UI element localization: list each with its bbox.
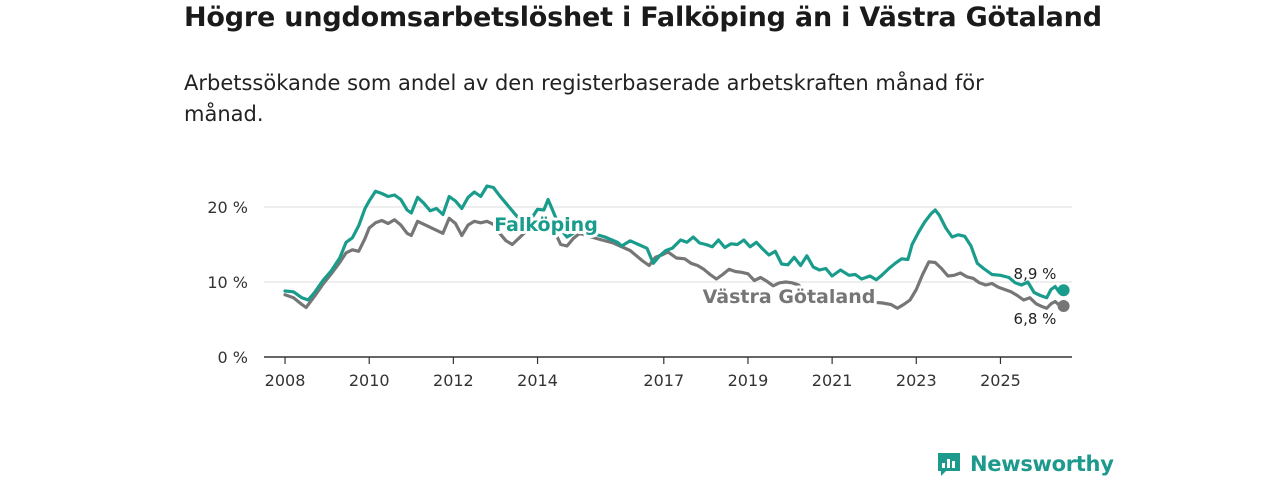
x-tick-label: 2012 bbox=[433, 371, 474, 390]
y-tick-label: 10 % bbox=[207, 273, 248, 292]
newsworthy-icon bbox=[938, 453, 960, 476]
newsworthy-logo: Newsworthy bbox=[936, 448, 1114, 480]
x-tick-label: 2017 bbox=[643, 371, 684, 390]
x-tick-label: 2010 bbox=[349, 371, 390, 390]
x-tick-label: 2023 bbox=[896, 371, 937, 390]
x-tick-label: 2025 bbox=[980, 371, 1021, 390]
series-end-dot bbox=[1057, 300, 1070, 312]
y-tick-label: 0 % bbox=[218, 348, 248, 367]
axis-ticks: 0 % 10 % 20 % 2008 2010 2012 2014 2017 2019 2021 2… bbox=[207, 198, 1020, 390]
gridlines bbox=[264, 206, 1072, 358]
x-tick-label: 2019 bbox=[728, 371, 769, 390]
end-value-label-falkoping: 8,9 % bbox=[1014, 265, 1057, 283]
series-line-falkoping bbox=[283, 184, 1066, 302]
chart-subtitle: Arbetssökande som andel av den registerb… bbox=[184, 71, 984, 126]
series-label-falkoping: Falköping bbox=[494, 214, 598, 236]
series-line-vastra-gotaland bbox=[283, 216, 1066, 310]
series-lines bbox=[283, 184, 1070, 312]
x-tick-label: 2014 bbox=[517, 371, 558, 390]
series-label-halo: Falköping bbox=[494, 214, 598, 236]
series-label-halo: Västra Götaland bbox=[703, 286, 876, 308]
brand-name: Newsworthy bbox=[970, 452, 1114, 476]
chart-title: Högre ungdomsarbetslöshet i Falköping än… bbox=[184, 2, 1102, 33]
end-value-label-vastra-gotaland: 6,8 % bbox=[1014, 310, 1057, 328]
y-tick-label: 20 % bbox=[207, 198, 248, 217]
x-tick-label: 2021 bbox=[812, 371, 853, 390]
series-end-dot bbox=[1057, 284, 1070, 297]
x-tick-label: 2008 bbox=[265, 371, 306, 390]
series-label-vastra-gotaland: Västra Götaland bbox=[703, 286, 876, 308]
